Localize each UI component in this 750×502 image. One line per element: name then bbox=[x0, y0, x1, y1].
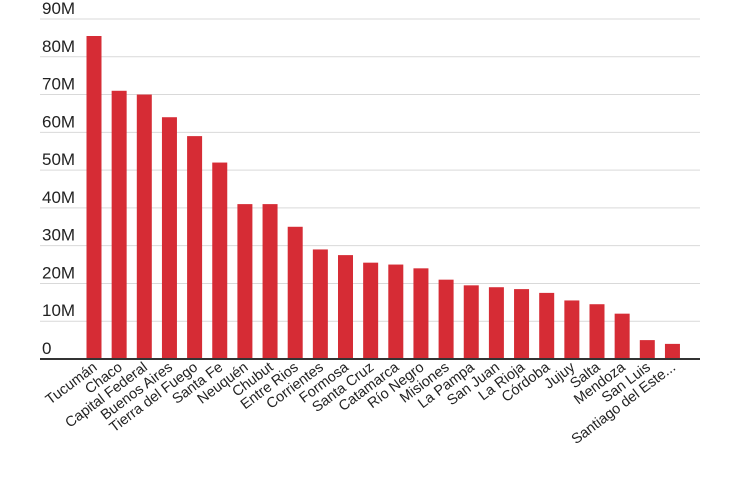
bar bbox=[488, 287, 504, 359]
bar bbox=[589, 304, 605, 359]
bar bbox=[664, 343, 680, 359]
y-tick-label: 30M bbox=[42, 226, 75, 245]
y-tick-label: 50M bbox=[42, 150, 75, 169]
y-tick-label: 0 bbox=[42, 339, 51, 358]
y-tick-label: 90M bbox=[42, 0, 75, 18]
y-tick-label: 70M bbox=[42, 75, 75, 94]
y-tick-label: 80M bbox=[42, 37, 75, 56]
bar bbox=[86, 36, 102, 359]
bar bbox=[187, 136, 203, 359]
bar bbox=[514, 289, 530, 359]
bar bbox=[338, 255, 353, 359]
bar bbox=[136, 94, 152, 360]
bar bbox=[539, 292, 555, 359]
bar bbox=[212, 162, 228, 359]
bar bbox=[262, 204, 278, 359]
bar bbox=[388, 264, 404, 359]
bar bbox=[287, 226, 303, 359]
y-tick-label: 20M bbox=[42, 263, 75, 282]
bars bbox=[86, 36, 680, 360]
bar bbox=[161, 117, 177, 359]
bar bbox=[111, 90, 127, 360]
bar bbox=[312, 249, 328, 359]
y-tick-label: 10M bbox=[42, 301, 75, 320]
y-axis-ticks: 0 10M 20M 30M 40M 50M 60M 70M 80M 90M bbox=[42, 0, 75, 358]
bar bbox=[237, 204, 253, 359]
bar bbox=[438, 279, 454, 359]
bar bbox=[463, 285, 479, 359]
bar bbox=[363, 262, 379, 359]
y-tick-label: 40M bbox=[42, 188, 75, 207]
y-tick-label: 60M bbox=[42, 112, 75, 131]
bar bbox=[564, 300, 580, 359]
bar bbox=[413, 268, 429, 359]
bar bbox=[639, 340, 655, 359]
bar bbox=[614, 313, 630, 359]
